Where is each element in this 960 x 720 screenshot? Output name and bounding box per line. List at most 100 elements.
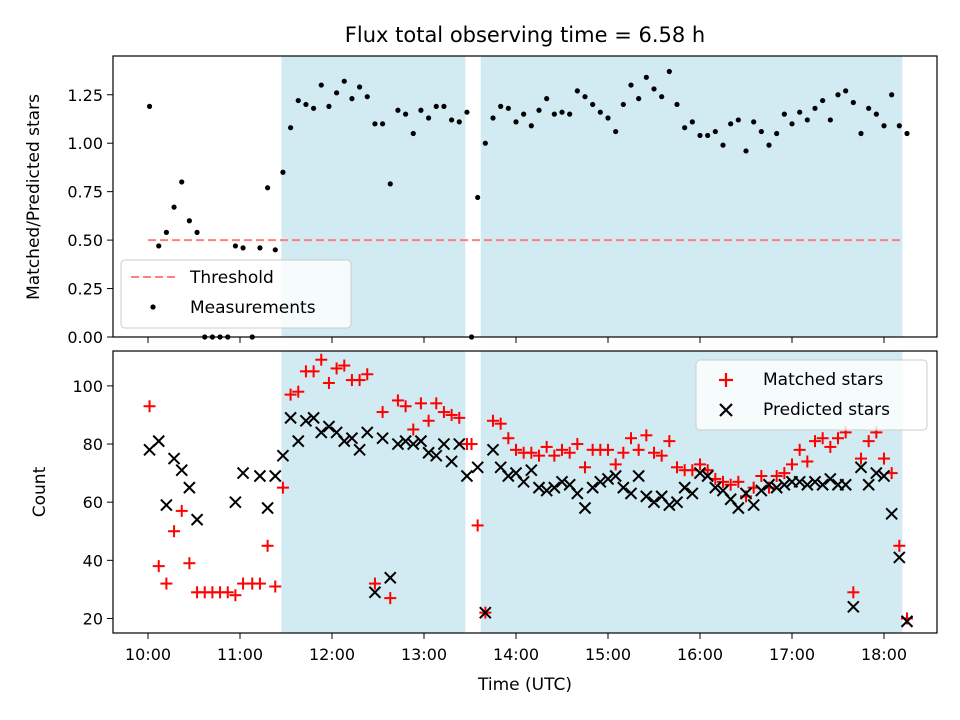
predicted-point — [430, 449, 443, 462]
measurement-point — [605, 115, 611, 121]
measurement-point — [774, 130, 780, 137]
measurement-point — [781, 111, 787, 117]
matched-point — [422, 414, 435, 427]
predicted-point — [578, 501, 592, 515]
matched-point — [502, 432, 515, 445]
measurement-point — [590, 101, 596, 108]
matched-point — [878, 452, 890, 465]
x-tick-label: 18:00 — [861, 645, 907, 664]
x-tick-label: 16:00 — [677, 645, 723, 664]
measurement-point — [521, 111, 527, 117]
predicted-point — [770, 481, 783, 494]
x-tick-label: 13:00 — [401, 645, 447, 664]
x-tick-label: 10:00 — [125, 645, 171, 664]
predicted-point — [338, 434, 351, 448]
legend-measurements-marker — [150, 304, 156, 310]
measurement-point — [820, 97, 826, 104]
measurement-point — [559, 109, 565, 115]
measurement-point — [712, 128, 718, 135]
matched-point — [824, 440, 837, 453]
x-tick-label: 17:00 — [769, 645, 815, 664]
predicted-point — [709, 481, 722, 494]
y-tick-label: 100 — [72, 377, 103, 396]
predicted-point — [778, 478, 791, 491]
measurement-point — [544, 96, 550, 102]
measurement-point — [689, 119, 695, 125]
matched-point — [893, 539, 906, 552]
predicted-point — [816, 478, 829, 491]
predicted-point — [862, 478, 875, 491]
predicted-point — [422, 446, 435, 459]
measurement-point — [582, 94, 588, 100]
measurement-point — [186, 218, 192, 224]
y-ticks: 0.00 0.25 0.50 0.75 1.00 1.25 — [67, 86, 113, 347]
shaded-interval — [281, 351, 466, 633]
measurement-point — [804, 117, 810, 123]
matched-point — [609, 458, 622, 471]
measurement-point — [620, 101, 626, 108]
legend-matched-label: Matched stars — [763, 370, 883, 390]
y-tick-label: 20 — [83, 609, 103, 628]
measurement-point — [171, 204, 177, 210]
predicted-point — [609, 469, 622, 483]
predicted-point — [670, 495, 684, 509]
matched-point — [414, 397, 427, 410]
predicted-point — [407, 437, 420, 451]
matched-point — [602, 443, 614, 456]
measurement-point — [896, 123, 902, 129]
measurement-point — [674, 101, 680, 108]
matched-point — [261, 539, 274, 552]
predicted-point — [517, 475, 530, 489]
measurement-point — [441, 103, 447, 109]
measurement-point — [628, 82, 634, 88]
matched-point — [307, 365, 320, 378]
y-tick-label: 40 — [83, 551, 103, 570]
predicted-point — [486, 443, 500, 457]
matched-point — [801, 455, 814, 468]
x-tick-label: 11:00 — [217, 645, 263, 664]
predicted-point — [525, 463, 538, 477]
measurement-point — [743, 148, 749, 154]
predicted-point — [663, 498, 676, 512]
matched-point — [548, 449, 561, 462]
predicted-point — [315, 426, 328, 439]
legend-box — [120, 259, 352, 329]
predicted-point — [353, 443, 366, 457]
predicted-point — [586, 481, 599, 494]
predicted-point — [229, 495, 242, 509]
predicted-point — [437, 437, 451, 451]
matched-point — [855, 452, 867, 465]
measurement-point — [146, 103, 153, 109]
predicted-point — [701, 469, 714, 483]
measurement-point — [490, 115, 496, 121]
x-axis-label: Time (UTC) — [477, 675, 572, 695]
predicted-point — [601, 472, 615, 486]
measurement-point — [372, 121, 378, 127]
matched-point — [770, 470, 783, 483]
measurement-point — [311, 105, 317, 111]
y-axis-label: Count — [30, 466, 50, 517]
predicted-point — [479, 606, 492, 619]
predicted-point — [854, 461, 868, 474]
matched-point — [571, 438, 584, 451]
predicted-point — [532, 481, 546, 494]
predicted-point — [471, 461, 484, 474]
legend-measurements-label: Measurements — [190, 298, 316, 318]
predicted-point — [502, 469, 515, 483]
measurement-point — [295, 97, 301, 104]
matched-point — [640, 429, 653, 442]
matched-point — [663, 435, 676, 448]
measurement-point — [758, 128, 764, 135]
matched-point — [183, 557, 196, 570]
measurement-point — [326, 103, 332, 109]
matched-point — [510, 443, 522, 456]
matched-point — [832, 432, 844, 445]
predicted-point — [870, 466, 883, 480]
measurement-point — [179, 179, 185, 185]
measurement-point — [873, 111, 879, 117]
measurement-point — [482, 140, 488, 146]
x-ticks: 10:00 11:00 12:00 13:00 14:00 15:00 16:00 17:00… — [125, 633, 907, 664]
measurement-point — [334, 90, 340, 96]
matched-point — [353, 374, 366, 387]
